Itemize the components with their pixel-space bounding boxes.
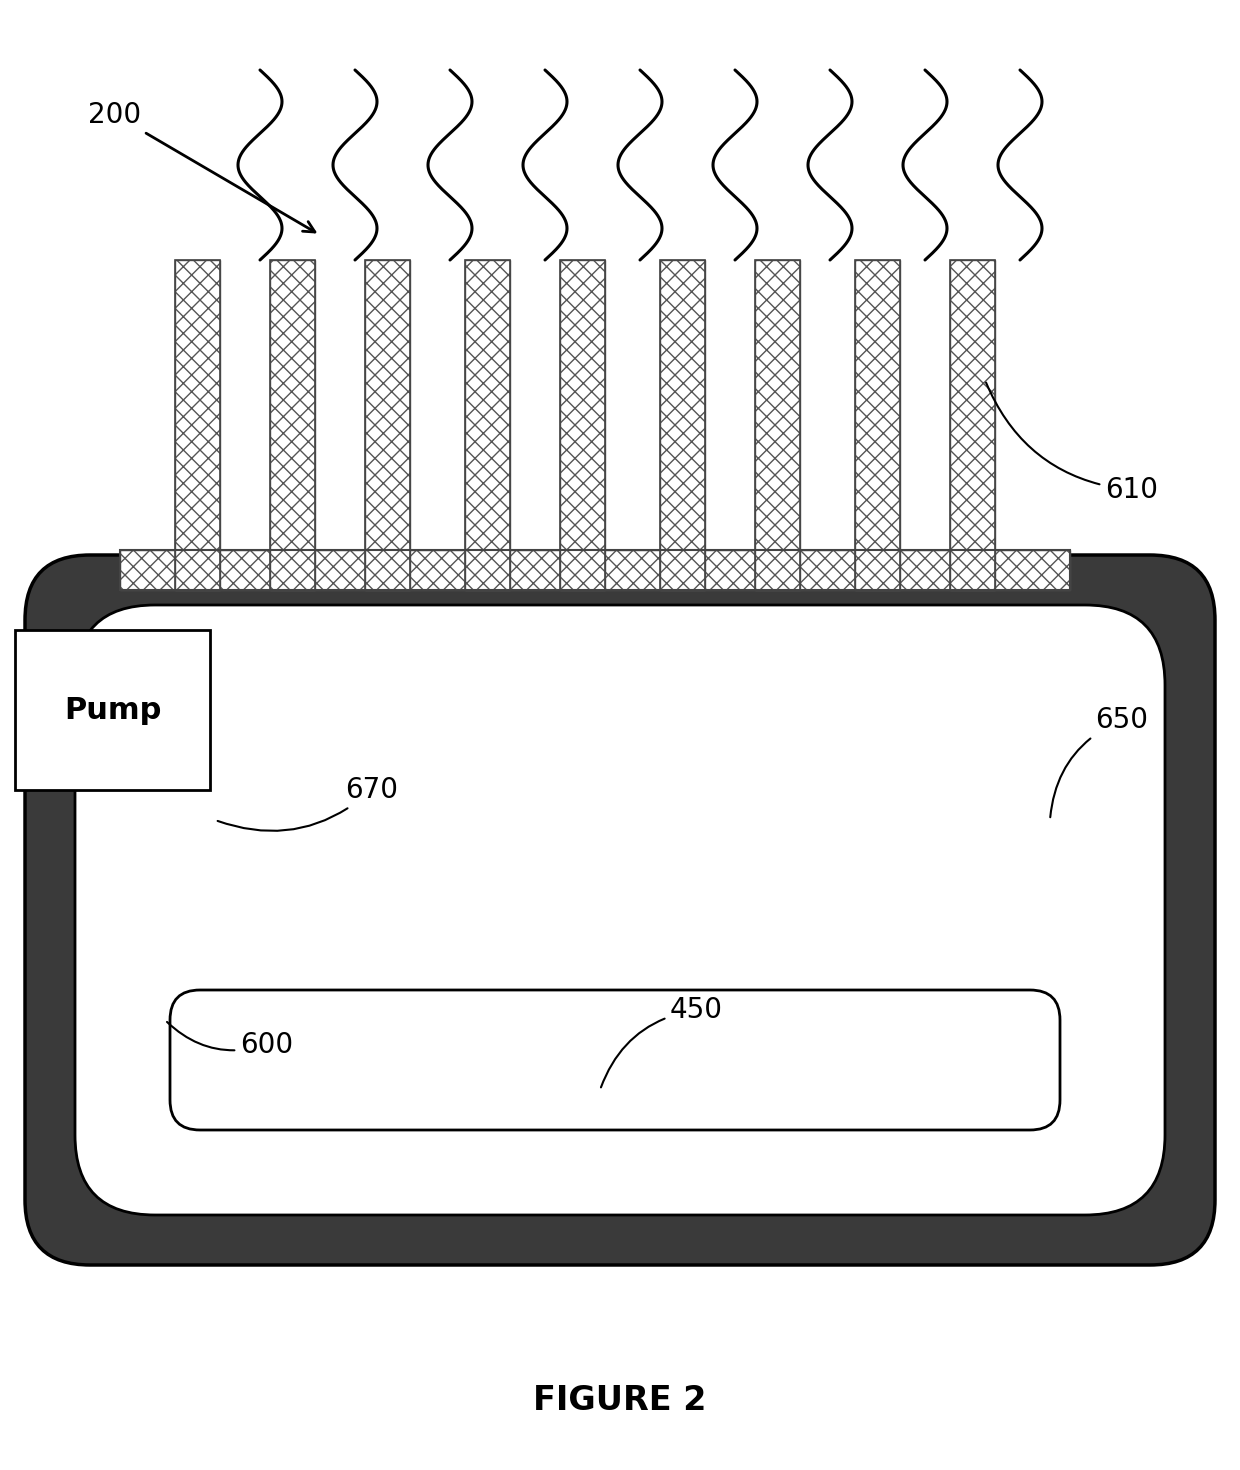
Bar [950,260,994,589]
Text: Pump: Pump [63,695,161,725]
Bar [660,260,706,589]
Bar [365,260,410,589]
Bar [120,550,1070,589]
Bar [15,631,210,789]
Bar [856,260,900,589]
Bar [175,260,219,589]
Bar [270,260,315,589]
Bar [660,260,706,589]
Text: 450: 450 [601,997,723,1088]
FancyBboxPatch shape [25,556,1215,1266]
Bar [560,260,605,589]
Bar [270,260,315,589]
Bar [175,260,219,589]
Bar [465,260,510,589]
FancyBboxPatch shape [74,606,1166,1216]
Bar [365,260,410,589]
Bar [755,260,800,589]
Text: 670: 670 [217,776,398,831]
Text: 600: 600 [167,1022,293,1058]
Text: 200: 200 [88,101,315,232]
Bar [465,260,510,589]
Text: 650: 650 [1050,706,1148,817]
Text: 610: 610 [986,382,1158,504]
Bar [950,260,994,589]
Bar [120,550,1070,589]
Text: FIGURE 2: FIGURE 2 [533,1383,707,1417]
Bar [755,260,800,589]
FancyBboxPatch shape [170,989,1060,1130]
Bar [560,260,605,589]
Bar [856,260,900,589]
